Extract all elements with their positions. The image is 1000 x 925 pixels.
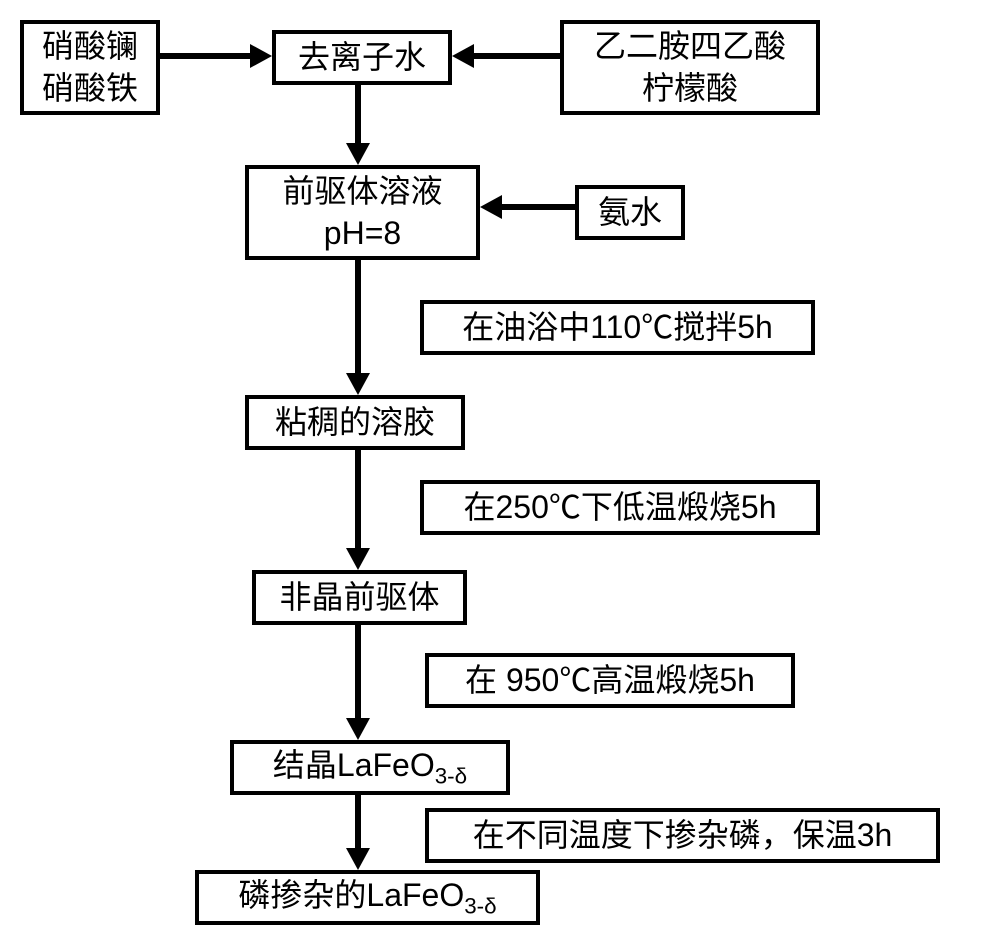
amorphous-box: 非晶前驱体 [252, 570, 467, 625]
step2-label: 在250℃下低温煅烧5h [464, 487, 777, 529]
final-label: 磷掺杂的LaFeO3-δ [238, 875, 496, 921]
arrow-head-reagent-right-water [452, 44, 474, 68]
arrow-amorphous-crystal [355, 625, 361, 720]
arrow-head-sol-amorphous [346, 548, 370, 570]
arrow-precursor-sol [355, 260, 361, 375]
reagent-right-box: 乙二胺四乙酸 柠檬酸 [560, 20, 820, 115]
sol-label: 粘稠的溶胶 [275, 402, 435, 444]
step4-label: 在不同温度下掺杂磷，保温3h [473, 815, 893, 857]
arrow-crystal-final [355, 795, 361, 850]
arrow-head-ammonia-precursor [480, 195, 502, 219]
arrow-head-reagent-left-water [250, 44, 272, 68]
final-box: 磷掺杂的LaFeO3-δ [195, 870, 540, 925]
step2-box: 在250℃下低温煅烧5h [420, 480, 820, 535]
precursor-solution-box: 前驱体溶液 pH=8 [245, 165, 480, 260]
arrow-ammonia-precursor [502, 204, 575, 210]
reagent-left-box: 硝酸镧 硝酸铁 [20, 20, 160, 115]
arrow-head-crystal-final [346, 848, 370, 870]
amorphous-label: 非晶前驱体 [279, 577, 439, 619]
reagent-right-label: 乙二胺四乙酸 柠檬酸 [594, 26, 786, 109]
step1-box: 在油浴中110℃搅拌5h [420, 300, 815, 355]
ammonia-box: 氨水 [575, 185, 685, 240]
step1-label: 在油浴中110℃搅拌5h [462, 307, 773, 349]
arrow-water-precursor [355, 85, 361, 147]
arrow-reagent-right-water [474, 53, 560, 59]
sol-box: 粘稠的溶胶 [245, 395, 465, 450]
ammonia-label: 氨水 [598, 192, 662, 234]
step3-label: 在 950℃高温煅烧5h [465, 660, 755, 702]
arrow-reagent-left-water [160, 53, 252, 59]
water-box: 去离子水 [272, 30, 452, 85]
crystal-box: 结晶LaFeO3-δ [230, 740, 510, 795]
precursor-solution-label: 前驱体溶液 pH=8 [282, 171, 442, 254]
arrow-head-water-precursor [346, 143, 370, 165]
arrow-head-precursor-sol [346, 373, 370, 395]
arrow-sol-amorphous [355, 450, 361, 550]
water-label: 去离子水 [298, 37, 426, 79]
arrow-head-amorphous-crystal [346, 718, 370, 740]
reagent-left-label: 硝酸镧 硝酸铁 [42, 26, 138, 109]
step3-box: 在 950℃高温煅烧5h [425, 653, 795, 708]
step4-box: 在不同温度下掺杂磷，保温3h [425, 808, 940, 863]
crystal-label: 结晶LaFeO3-δ [273, 745, 467, 791]
